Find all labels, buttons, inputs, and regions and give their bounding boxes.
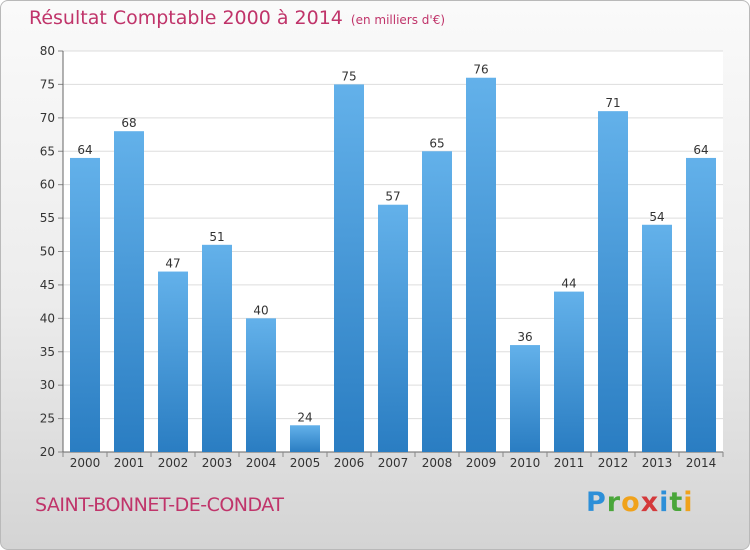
y-tick-label: 45	[40, 278, 55, 292]
y-tick-label: 70	[40, 111, 55, 125]
x-tick-label: 2011	[554, 456, 585, 470]
chart-title: Résultat Comptable 2000 à 2014 (en millie…	[29, 7, 445, 29]
x-tick-label: 2012	[598, 456, 629, 470]
y-tick-label: 35	[40, 345, 55, 359]
x-tick-label: 2006	[334, 456, 365, 470]
data-label: 57	[385, 190, 400, 204]
bar	[202, 244, 232, 452]
x-tick-label: 2013	[642, 456, 673, 470]
y-tick-label: 80	[40, 44, 55, 58]
bar	[70, 157, 100, 452]
bar	[598, 111, 628, 453]
place-name: SAINT-BONNET-DE-CONDAT	[35, 494, 284, 516]
y-tick-label: 20	[40, 445, 55, 459]
data-label: 36	[517, 330, 532, 344]
logo-letter: o	[621, 487, 641, 518]
x-tick-label: 2014	[686, 456, 717, 470]
data-label: 76	[473, 63, 488, 77]
data-label: 68	[121, 116, 136, 130]
logo-letter: t	[669, 487, 684, 518]
bar	[378, 204, 408, 452]
bar	[510, 345, 540, 452]
x-tick-label: 2001	[114, 456, 145, 470]
data-label: 47	[165, 257, 180, 271]
bar	[246, 318, 276, 452]
bar	[554, 291, 584, 452]
x-tick-label: 2003	[202, 456, 233, 470]
logo-letter: P	[586, 487, 607, 518]
proxiti-logo: Proxiti	[586, 487, 694, 518]
x-tick-label: 2004	[246, 456, 277, 470]
bar	[642, 224, 672, 452]
data-label: 40	[253, 303, 268, 317]
logo-letter: r	[606, 487, 622, 518]
logo-letter: i	[659, 487, 670, 518]
data-label: 64	[77, 143, 92, 157]
bar	[114, 131, 144, 452]
y-tick-label: 40	[40, 311, 55, 325]
bar	[466, 77, 496, 452]
x-tick-label: 2007	[378, 456, 409, 470]
data-label: 24	[297, 410, 312, 424]
data-label: 51	[209, 230, 224, 244]
y-tick-label: 55	[40, 211, 55, 225]
x-tick-label: 2002	[158, 456, 189, 470]
bar	[686, 157, 716, 452]
x-tick-label: 2010	[510, 456, 541, 470]
x-tick-label: 2008	[422, 456, 453, 470]
bar	[158, 271, 188, 452]
bar	[422, 151, 452, 452]
data-label: 65	[429, 136, 444, 150]
data-label: 54	[649, 210, 664, 224]
y-tick-label: 75	[40, 77, 55, 91]
y-tick-label: 50	[40, 245, 55, 259]
y-tick-label: 65	[40, 144, 55, 158]
data-label: 64	[693, 143, 708, 157]
bar	[290, 425, 320, 452]
y-tick-label: 60	[40, 178, 55, 192]
logo-letter: i	[683, 487, 694, 518]
y-tick-label: 25	[40, 412, 55, 426]
logo-letter: x	[640, 487, 660, 518]
x-tick-label: 2000	[70, 456, 101, 470]
data-label: 44	[561, 277, 576, 291]
x-tick-label: 2005	[290, 456, 321, 470]
chart-subtitle: (en milliers d'€)	[350, 13, 446, 27]
y-tick-label: 30	[40, 378, 55, 392]
title-text: Résultat Comptable 2000 à 2014	[29, 7, 343, 29]
bar	[334, 84, 364, 453]
x-tick-label: 2009	[466, 456, 497, 470]
data-label: 75	[341, 69, 356, 83]
data-label: 71	[605, 96, 620, 110]
